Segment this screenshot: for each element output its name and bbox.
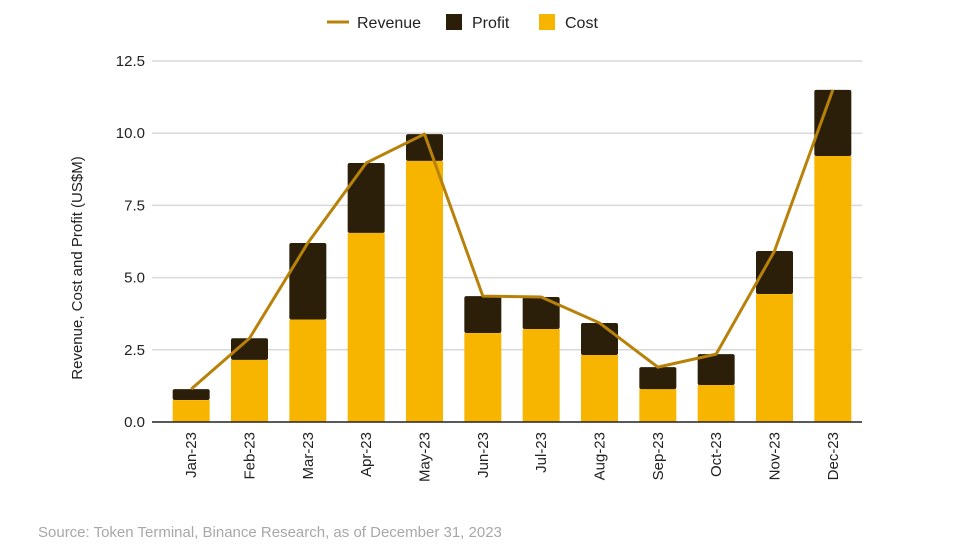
bar-cost [697,385,735,422]
bar-profit [406,134,443,161]
bar-profit [289,242,327,320]
x-tick-label: Mar-23 [300,432,317,480]
bar-cost [231,359,268,422]
y-tick-label: 2.5 [124,342,145,359]
y-tick-label: 7.5 [124,197,145,214]
bar-cost [522,329,560,422]
bar-profit [756,251,793,295]
legend-profit-swatch [446,14,462,30]
legend-cost-label: Cost [565,15,598,32]
bar-cost [289,319,327,422]
bar-cost [581,354,618,422]
x-tick-label: Dec-23 [825,432,842,480]
y-tick-label: 0.0 [124,414,145,431]
x-tick-label: Apr-23 [358,432,375,477]
y-tick-label: 12.5 [116,53,145,70]
bar-profit [581,322,618,355]
bar-cost [814,156,852,422]
x-tick-label: May-23 [417,432,434,482]
y-axis-label: Revenue, Cost and Profit (US$M) [69,156,86,379]
bar-profit [464,296,502,334]
legend-cost-swatch [539,14,555,30]
x-tick-label: Jul-23 [533,432,550,473]
source-note: Source: Token Terminal, Binance Research… [38,524,502,541]
x-tick-label: Oct-23 [708,432,725,477]
x-tick-label: Jun-23 [475,432,492,478]
legend-profit-label: Profit [472,15,510,32]
y-tick-label: 10.0 [116,125,145,142]
x-tick-label: Sep-23 [650,432,667,480]
bar-profit [814,89,852,157]
x-tick-label: Nov-23 [767,432,784,480]
x-tick-label: Feb-23 [242,432,259,480]
bar-cost [406,160,443,422]
revenue-line [190,89,835,391]
bar-cost [464,333,502,422]
y-tick-label: 5.0 [124,270,145,287]
bar-cost [639,389,677,422]
bar-profit [639,367,677,390]
bar-cost [756,294,793,422]
bar-profit [231,338,268,360]
bar-cost [347,232,385,422]
x-tick-label: Jan-23 [183,432,200,478]
bar-profit [697,354,735,386]
bar-profit [522,296,560,330]
x-tick-label: Aug-23 [592,432,609,480]
bar-profit [172,389,210,401]
bar-profit [347,162,385,233]
bar-cost [172,400,210,422]
legend-revenue-label: Revenue [357,15,421,32]
